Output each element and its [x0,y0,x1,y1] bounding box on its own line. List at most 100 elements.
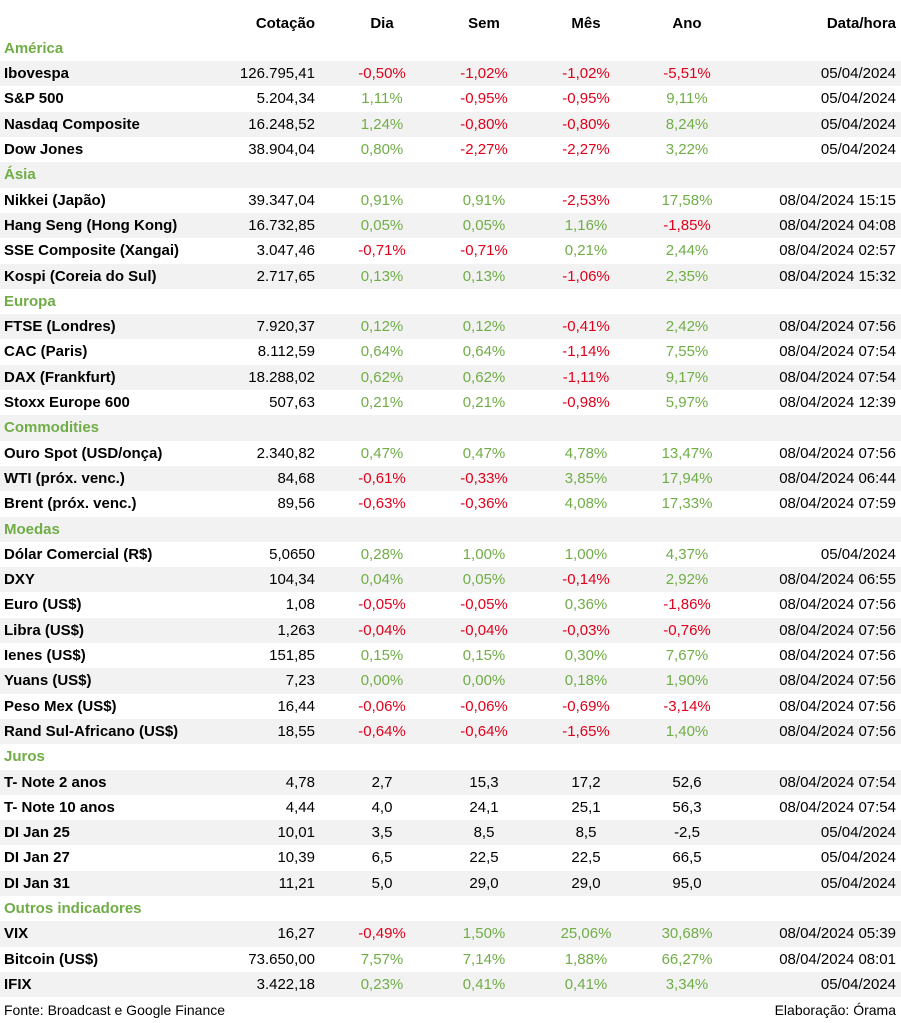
ano-change: 52,6 [672,773,702,791]
table-row: Dólar Comercial (R$) 5,0650 0,28% 1,00% 1,00… [0,542,901,567]
data-hora: 08/04/2024 07:54 [779,368,896,386]
mes-change: 25,1 [571,798,601,816]
cotacao-value: 5,0650 [269,545,315,563]
sem-change: -0,36% [460,495,508,513]
data-hora: 08/04/2024 07:56 [779,318,896,336]
mes-change: -1,02% [562,65,610,83]
section-header: Europa [0,289,901,314]
section-header: Outros indicadores [0,896,901,921]
cotacao-value: 4,44 [285,798,315,816]
cotacao-value: 3.047,46 [256,242,315,260]
data-hora: 05/04/2024 [820,874,896,892]
indicator-name: FTSE (Londres) [4,318,116,336]
footer-credit: Elaboração: Órama [774,1002,896,1018]
table-row: S&P 500 5.204,34 1,11% -0,95% -0,95% 9,11% 05/… [0,86,901,111]
sem-change: -0,80% [460,115,508,133]
indicator-name: DI Jan 31 [4,874,70,892]
mes-change: 25,06% [560,925,612,943]
sem-change: 7,14% [462,950,506,968]
cotacao-value: 7.920,37 [256,318,315,336]
indicator-name: S&P 500 [4,90,64,108]
section-title: Moedas [4,520,60,538]
dia-change: -0,50% [358,65,406,83]
data-hora: 08/04/2024 07:54 [779,798,896,816]
indicator-name: CAC (Paris) [4,343,88,361]
data-hora: 08/04/2024 07:56 [779,596,896,614]
cotacao-value: 16,44 [277,697,315,715]
table-row: Brent (próx. venc.) 89,56 -0,63% -0,36% 4,08… [0,491,901,516]
sem-change: 0,05% [462,216,506,234]
cotacao-value: 1,263 [277,621,315,639]
indicator-name: DAX (Frankfurt) [4,368,116,386]
indicator-name: T- Note 10 anos [4,798,115,816]
cotacao-value: 2.340,82 [256,444,315,462]
sem-change: -0,04% [460,621,508,639]
sem-change: 1,50% [462,925,506,943]
cotacao-value: 39.347,04 [248,191,315,209]
dia-change: 0,21% [360,394,404,411]
data-hora: 08/04/2024 07:59 [779,495,896,513]
cotacao-value: 16.248,52 [248,115,315,133]
dia-change: 0,12% [360,318,404,336]
mes-change: -1,14% [562,343,610,361]
data-hora: 05/04/2024 [820,65,896,83]
table-row: FTSE (Londres) 7.920,37 0,12% 0,12% -0,41% 2,… [0,314,901,340]
table-row: DI Jan 27 10,39 6,5 22,5 22,5 66,5 05/04/2024 [0,845,901,870]
data-hora: 05/04/2024 [820,824,896,842]
mes-change: 3,85% [564,469,608,487]
indicator-name: DI Jan 25 [4,824,70,842]
indicator-name: Kospi (Coreia do Sul) [4,267,157,285]
dia-change: 4,0 [371,798,393,816]
data-hora: 08/04/2024 06:55 [779,571,896,589]
data-hora: 08/04/2024 12:39 [779,394,896,411]
mes-change: 1,00% [564,545,608,563]
header-data-hora: Data/hora [826,14,896,32]
indicator-name: VIX [4,925,29,943]
table-row: Stoxx Europe 600 507,63 0,21% 0,21% -0,98% 5,… [0,390,901,415]
section-header: América [0,36,901,61]
indicator-name: Brent (próx. venc.) [4,495,137,513]
sem-change: -1,02% [460,65,508,83]
sem-change: -0,71% [460,242,508,260]
mes-change: -2,27% [562,141,610,158]
data-hora: 08/04/2024 06:44 [779,469,896,487]
table-row: Rand Sul-Africano (US$) 18,55 -0,64% -0,64%… [0,718,901,745]
indicator-name: Bitcoin (US$) [4,950,99,968]
section-title: Juros [4,748,45,766]
table-row: Libra (US$) 1,263 -0,04% -0,04% -0,03% -0,76%… [0,617,901,643]
table-row: Yuans (US$) 7,23 0,00% 0,00% 0,18% 1,90% 08/04… [0,668,901,694]
dia-change: -0,05% [358,596,406,614]
mes-change: 0,36% [564,596,608,614]
section-title: América [4,39,64,57]
mes-change: -0,95% [562,90,610,108]
sem-change: 0,64% [462,343,506,361]
ano-change: 2,44% [665,242,709,260]
sem-change: -0,05% [460,596,508,614]
section-header: Juros [0,744,901,769]
mes-change: -0,98% [562,394,610,411]
dia-change: 3,5 [371,824,393,842]
indicator-name: Peso Mex (US$) [4,697,117,715]
ano-change: 17,33% [661,495,713,513]
table-row: DI Jan 31 11,21 5,0 29,0 29,0 95,0 05/04/2024 [0,870,901,896]
table-row: CAC (Paris) 8.112,59 0,64% 0,64% -1,14% 7,55%… [0,339,901,364]
ano-change: 95,0 [672,874,702,892]
indicator-name: Rand Sul-Africano (US$) [4,722,179,740]
sem-change: 0,12% [462,318,506,336]
data-hora: 05/04/2024 [820,849,896,867]
dia-change: 0,00% [360,672,404,690]
ano-change: 8,24% [665,115,709,133]
indicator-name: Hang Seng (Hong Kong) [4,216,178,234]
dia-change: -0,64% [358,722,406,740]
ano-change: 13,47% [661,444,713,462]
table-row: Dow Jones 38.904,04 0,80% -2,27% -2,27% 3,22%… [0,137,901,162]
cotacao-value: 11,21 [278,874,315,892]
sem-change: 8,5 [473,824,495,842]
table-row: DXY 104,34 0,04% 0,05% -0,14% 2,92% 08/04/2024… [0,567,901,593]
data-hora: 08/04/2024 07:56 [779,697,896,715]
sem-change: -0,95% [460,90,508,108]
cotacao-value: 10,39 [277,849,315,867]
data-hora: 05/04/2024 [820,115,896,133]
mes-change: -1,65% [562,722,610,740]
